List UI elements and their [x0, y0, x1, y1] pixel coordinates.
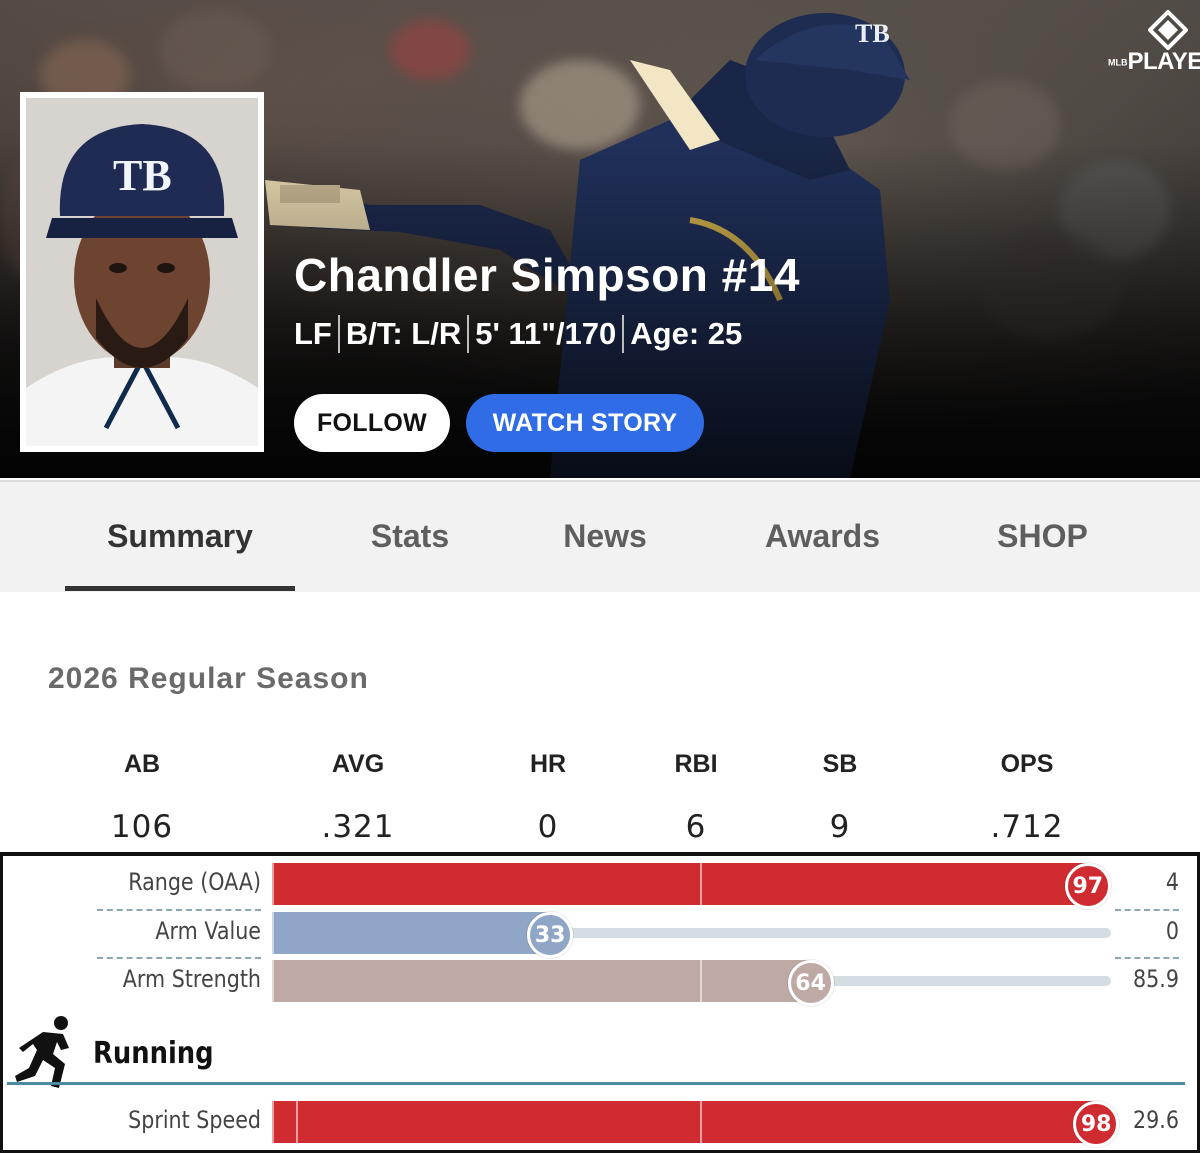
- metric-value-sprint-speed: 29.6: [1133, 1106, 1179, 1134]
- percentile-badge-range: 97: [1064, 863, 1111, 909]
- metric-value-arm-strength: 85.9: [1133, 965, 1179, 993]
- tab-summary[interactable]: Summary: [107, 517, 253, 554]
- divider: [337, 315, 340, 353]
- player-headshot: TB: [20, 92, 264, 452]
- stat-sb: SB 9: [760, 750, 920, 845]
- metric-label-arm-value: Arm Value: [155, 917, 261, 945]
- section-divider: [0, 852, 1200, 856]
- tab-news[interactable]: News: [563, 517, 647, 554]
- stat-label: AB: [123, 750, 161, 778]
- player-hero: TB TB MLBPLAYERS Chandler Simpson #14: [0, 0, 1200, 478]
- percentile-badge-sprint-speed: 98: [1073, 1101, 1120, 1147]
- stat-value: .712: [990, 809, 1064, 845]
- player-name: Chandler Simpson #14: [294, 249, 800, 301]
- player-age: Age: 25: [630, 316, 743, 351]
- active-tab-indicator: [65, 586, 295, 591]
- watch-story-button[interactable]: WATCH STORY: [466, 394, 704, 452]
- divider: [1115, 957, 1179, 959]
- stat-value: .321: [321, 809, 395, 845]
- stat-label: RBI: [674, 750, 718, 778]
- stat-rbi: RBI 6: [616, 750, 776, 845]
- percentile-bar-range: [272, 863, 1087, 905]
- metric-value-arm-value: 0: [1165, 917, 1179, 945]
- section-rule: [7, 1082, 1185, 1085]
- tab-awards[interactable]: Awards: [764, 517, 880, 554]
- mlb-players-logo-icon: MLBPLAYERS: [1108, 10, 1200, 82]
- stat-avg: AVG .321: [278, 750, 438, 845]
- player-bio-line: LF B/T: L/R 5' 11"/170 Age: 25: [294, 315, 742, 353]
- stat-value: 9: [829, 809, 851, 845]
- tab-shop[interactable]: SHOP: [997, 517, 1088, 554]
- stat-value: 6: [685, 809, 707, 845]
- divider: [467, 315, 470, 353]
- metric-value-range: 4: [1165, 868, 1179, 896]
- stat-ab: AB 106: [62, 750, 222, 845]
- running-section-header: Running: [13, 1014, 1193, 1088]
- percentile-bar-arm-strength: [272, 960, 810, 1002]
- stat-label: HR: [529, 750, 567, 778]
- divider: [622, 315, 625, 353]
- stat-label: OPS: [1000, 750, 1054, 778]
- percentile-bar-arm-value: [272, 912, 550, 954]
- stat-value: 0: [537, 809, 559, 845]
- running-title: Running: [93, 1036, 214, 1071]
- divider: [97, 957, 261, 959]
- divider: [1115, 909, 1179, 911]
- season-title: 2026 Regular Season: [48, 662, 369, 695]
- runner-icon: [15, 1016, 69, 1088]
- percentile-rankings: Range (OAA) 97 4 Arm Value 33 0 Arm Stre…: [0, 856, 1200, 1153]
- tab-bar: Summary Stats News Awards SHOP: [0, 480, 1200, 592]
- player-bats-throws: B/T: L/R: [345, 316, 462, 351]
- percentile-badge-arm-value: 33: [527, 912, 574, 958]
- stat-value: 106: [110, 809, 174, 845]
- metric-label-sprint-speed: Sprint Speed: [128, 1106, 261, 1134]
- stat-ops: OPS .712: [947, 750, 1107, 845]
- bar-track: [273, 928, 1111, 938]
- tab-stats[interactable]: Stats: [370, 517, 450, 554]
- stat-hr: HR 0: [468, 750, 628, 845]
- percentile-badge-arm-strength: 64: [787, 960, 834, 1006]
- svg-text:TB: TB: [113, 151, 172, 200]
- stat-label: AVG: [331, 750, 385, 778]
- metric-label-arm-strength: Arm Strength: [122, 965, 261, 993]
- follow-button[interactable]: FOLLOW: [294, 394, 450, 452]
- player-position: LF: [294, 316, 332, 351]
- player-height-weight: 5' 11"/170: [475, 316, 617, 351]
- percentile-bar-sprint-speed: [272, 1101, 1096, 1143]
- metric-label-range: Range (OAA): [128, 868, 261, 896]
- season-stats: 2026 Regular Season AB 106 AVG .321 HR 0…: [0, 592, 1200, 852]
- divider: [97, 909, 261, 911]
- stat-label: SB: [822, 750, 858, 778]
